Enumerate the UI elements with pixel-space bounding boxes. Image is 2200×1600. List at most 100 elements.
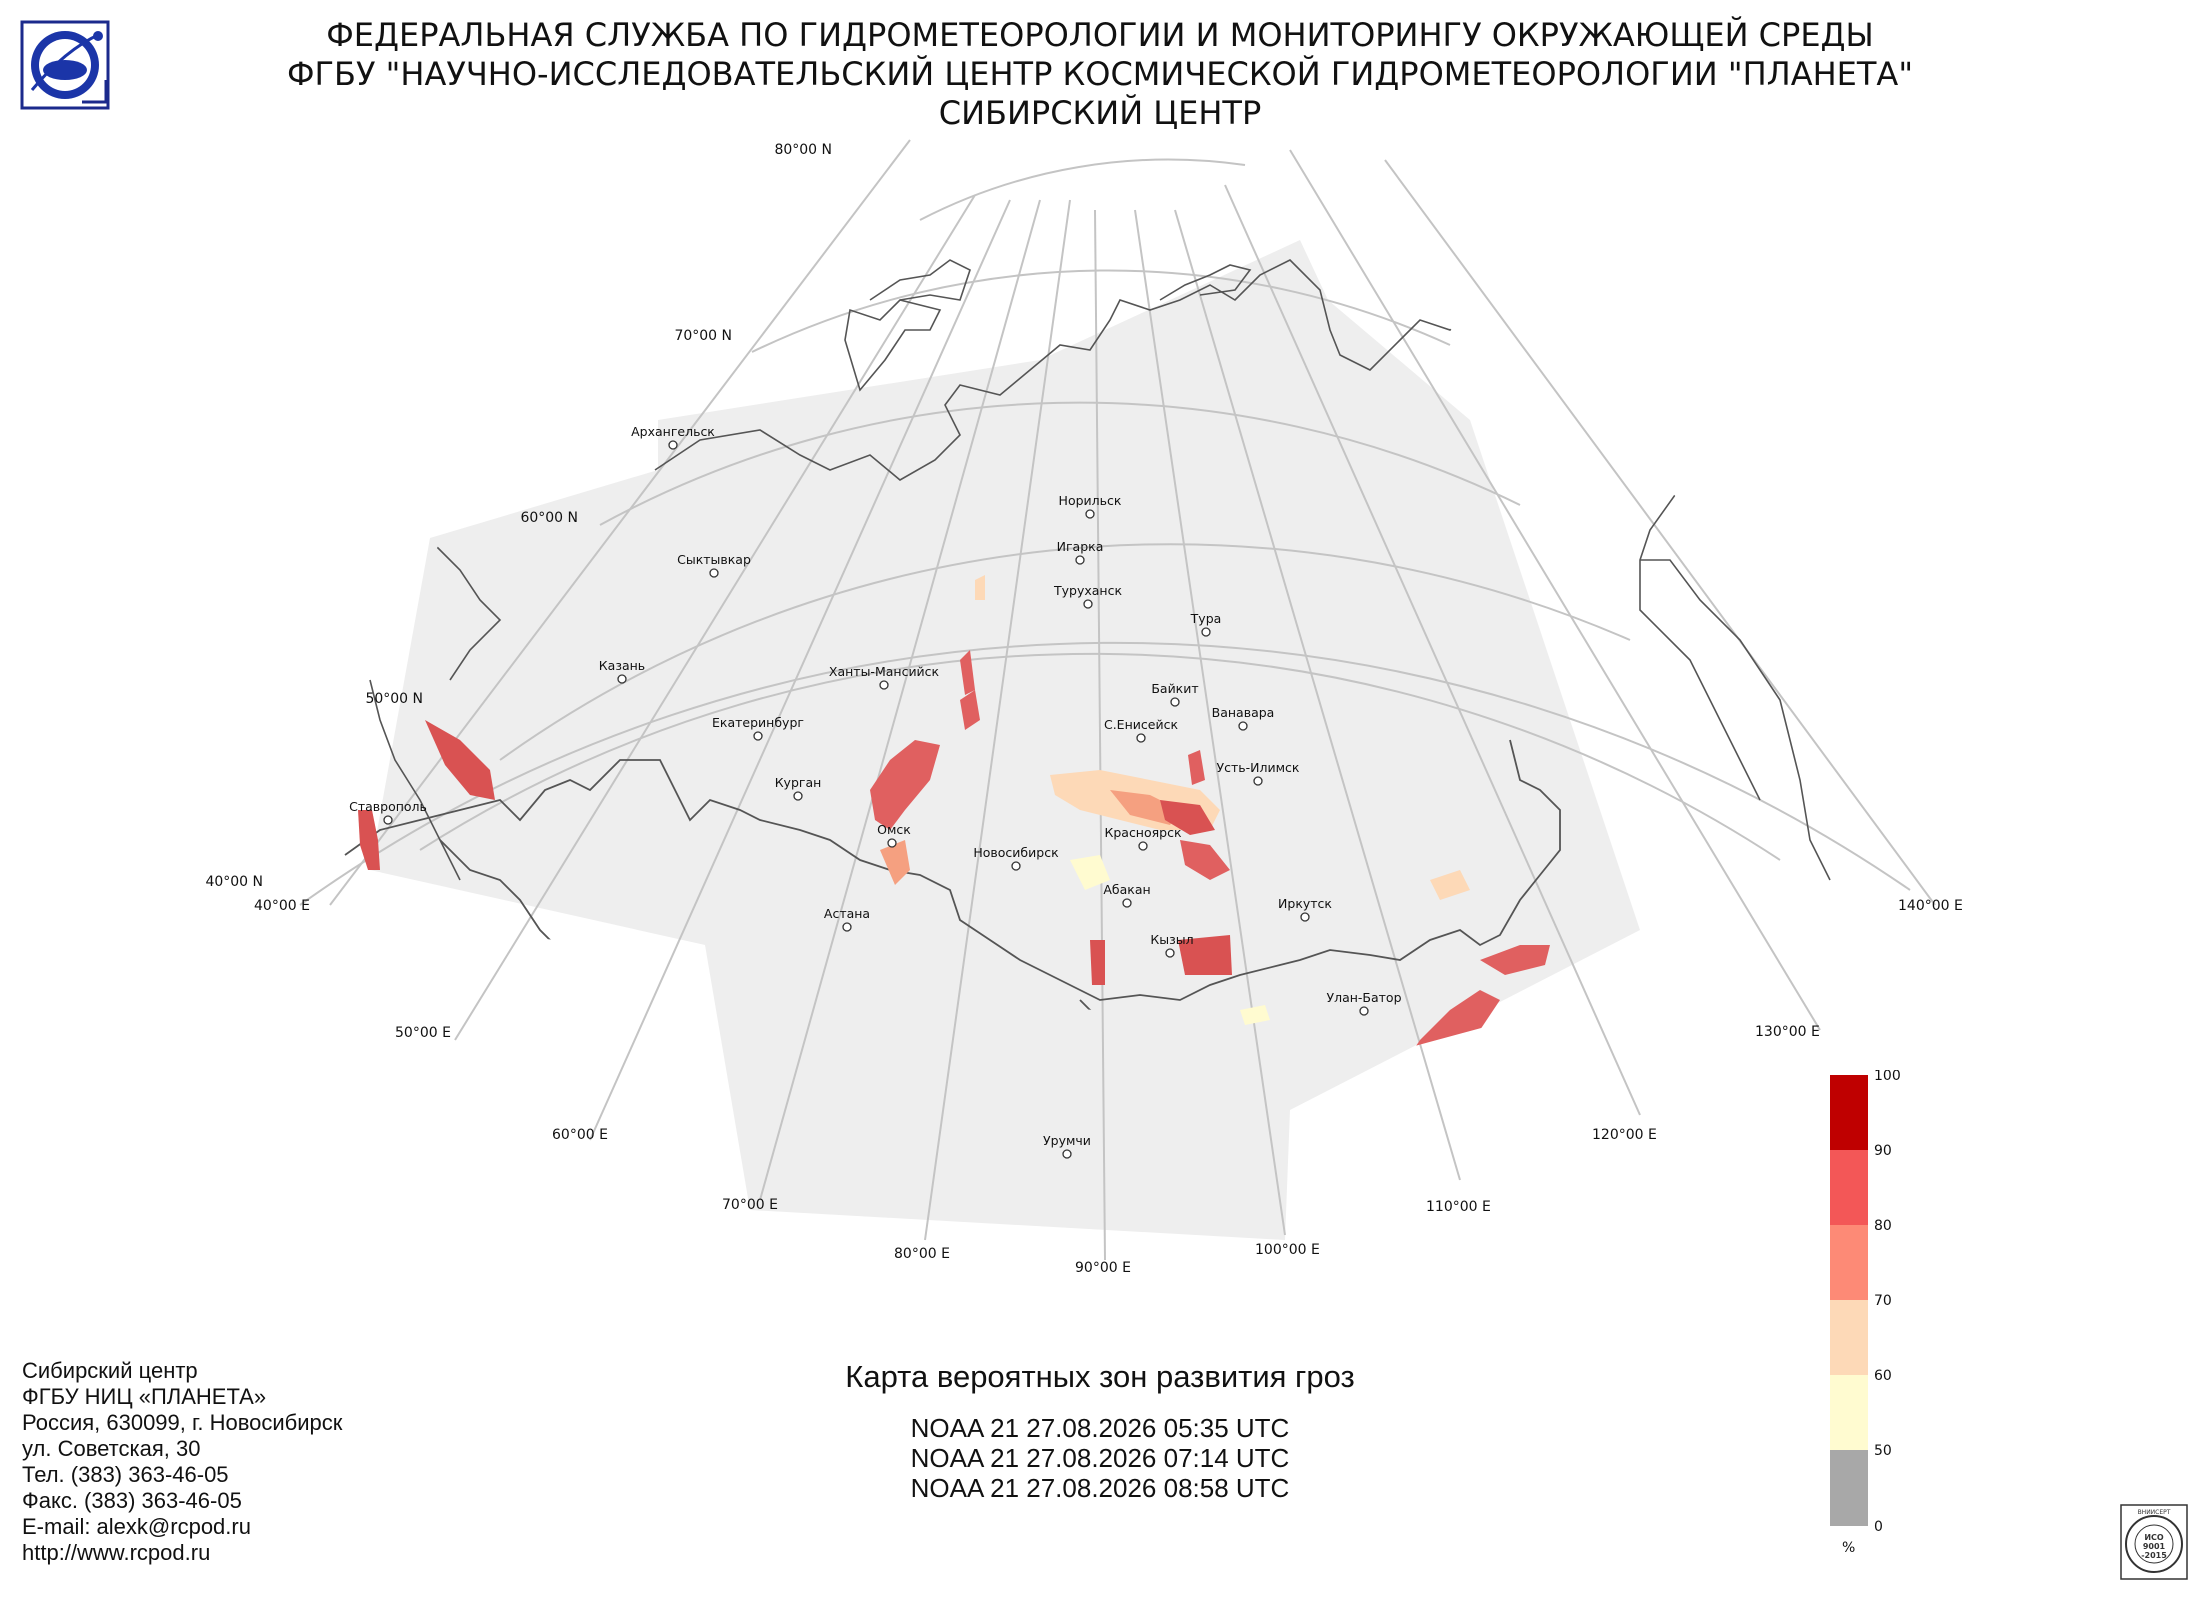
- lat-label: 80°00 N: [774, 142, 832, 158]
- lat-label: 60°00 N: [520, 510, 578, 526]
- contact-email: E-mail: alexk@rcpod.ru: [22, 1514, 251, 1539]
- city-label: Красноярск: [1104, 825, 1181, 840]
- storm-zone: [1178, 935, 1232, 975]
- lon-label: 90°00 E: [1075, 1260, 1131, 1276]
- contact-line: Тел. (383) 363-46-05: [22, 1462, 229, 1487]
- city-label: Абакан: [1103, 882, 1150, 897]
- city-marker: [709, 568, 719, 578]
- city-label: Сыктывкар: [677, 552, 751, 567]
- lat-label: 70°00 N: [674, 328, 732, 344]
- city-label: Иркутск: [1278, 896, 1332, 911]
- city-label: Игарка: [1057, 539, 1104, 554]
- contact-line: ул. Советская, 30: [22, 1436, 201, 1461]
- legend-tick: 50: [1874, 1443, 1892, 1459]
- header-line-2: ФГБУ "НАУЧНО-ИССЛЕДОВАТЕЛЬСКИЙ ЦЕНТР КОС…: [286, 55, 1914, 93]
- city-label: Кызыл: [1150, 932, 1193, 947]
- storm-zone: [1090, 940, 1105, 985]
- city-label: Омск: [877, 822, 911, 837]
- city-marker: [1359, 1006, 1369, 1016]
- header: ФЕДЕРАЛЬНАЯ СЛУЖБА ПО ГИДРОМЕТЕОРОЛОГИИ …: [0, 16, 2200, 133]
- city-marker: [1165, 948, 1175, 958]
- satellite-pass: NOAA 21 27.08.2026 05:35 UTC: [910, 1413, 1290, 1443]
- city-label: Усть-Илимск: [1217, 760, 1300, 775]
- city-marker: [1083, 599, 1093, 609]
- city-label: Астана: [824, 906, 870, 921]
- city-label: Туруханск: [1053, 583, 1122, 598]
- lat-label: 40°00 N: [205, 874, 263, 890]
- legend-tick: 100: [1874, 1070, 1901, 1084]
- city-marker: [1122, 898, 1132, 908]
- city-marker: [879, 680, 889, 690]
- contact-line: Россия, 630099, г. Новосибирск: [22, 1410, 343, 1435]
- contact-line: Сибирский центр: [22, 1358, 198, 1383]
- city-marker: [1075, 555, 1085, 565]
- storm-zone: [960, 650, 975, 695]
- city-marker: [383, 815, 393, 825]
- city-marker: [753, 731, 763, 741]
- city-label: Норильск: [1059, 493, 1122, 508]
- storm-zone: [425, 720, 495, 800]
- city-label: Новосибирск: [973, 845, 1059, 860]
- legend-tick: 60: [1874, 1368, 1892, 1384]
- city-label: Тура: [1190, 611, 1222, 626]
- city-label: С.Енисейск: [1104, 717, 1178, 732]
- city-marker: [1062, 1149, 1072, 1159]
- lon-label: 120°00 E: [1592, 1127, 1657, 1143]
- legend-swatch: [1830, 1450, 1868, 1526]
- legend-swatch: [1830, 1150, 1868, 1225]
- legend-swatch: [1830, 1225, 1868, 1300]
- contact-line: ФГБУ НИЦ «ПЛАНЕТА»: [22, 1384, 267, 1409]
- iso-text: ИСО: [2144, 1533, 2164, 1542]
- header-line-1: ФЕДЕРАЛЬНАЯ СЛУЖБА ПО ГИДРОМЕТЕОРОЛОГИИ …: [326, 16, 1874, 54]
- map-title: Карта вероятных зон развития гроз: [845, 1359, 1355, 1394]
- city-marker: [1138, 841, 1148, 851]
- contact-info: Сибирский центр ФГБУ НИЦ «ПЛАНЕТА» Росси…: [22, 1358, 342, 1566]
- city-label: Урумчи: [1043, 1133, 1091, 1148]
- city-marker: [1238, 721, 1248, 731]
- lon-label: 130°00 E: [1755, 1024, 1820, 1040]
- lon-label: 60°00 E: [552, 1127, 608, 1143]
- satellite-pass: NOAA 21 27.08.2026 07:14 UTC: [910, 1443, 1290, 1473]
- longitude-labels: 40°00 E 50°00 E 60°00 E 70°00 E 80°00 E …: [254, 898, 1963, 1276]
- city-label: Ставрополь: [349, 799, 427, 814]
- city-label: Ванавара: [1212, 705, 1275, 720]
- city-label: Ханты-Мансийск: [829, 664, 940, 679]
- city-marker: [1201, 627, 1211, 637]
- satellite-passes: NOAA 21 27.08.2026 05:35 UTC NOAA 21 27.…: [700, 1413, 1500, 1503]
- planeta-logo: [20, 20, 110, 110]
- storm-zone: [1188, 750, 1205, 785]
- lon-label: 100°00 E: [1255, 1242, 1320, 1258]
- legend-swatch: [1830, 1375, 1868, 1450]
- latitude-labels: 80°00 N 70°00 N 60°00 N 50°00 N 40°00 N: [205, 142, 832, 890]
- contact-website: http://www.rcpod.ru: [22, 1540, 211, 1565]
- city-marker: [668, 440, 678, 450]
- city-marker: [1011, 861, 1021, 871]
- contact-line: Факс. (383) 363-46-05: [22, 1488, 242, 1513]
- city-marker: [1085, 509, 1095, 519]
- city-marker: [887, 838, 897, 848]
- probability-legend: 100 90 80 70 60 50 0 %: [1830, 1070, 1901, 1556]
- city-label: Архангельск: [631, 424, 715, 439]
- header-line-3: СИБИРСКИЙ ЦЕНТР: [938, 94, 1262, 132]
- city-label: Казань: [599, 658, 645, 673]
- lon-label: 50°00 E: [395, 1025, 451, 1041]
- legend-tick: 0: [1874, 1519, 1883, 1535]
- storm-zone: [960, 690, 980, 730]
- legend-swatch: [1830, 1075, 1868, 1150]
- iso-text: -2015: [2141, 1551, 2167, 1560]
- storm-zone: [1240, 1005, 1270, 1025]
- city-marker: [793, 791, 803, 801]
- city-label: Екатеринбург: [712, 715, 804, 730]
- legend-swatch: [1830, 1300, 1868, 1375]
- satellite-pass: NOAA 21 27.08.2026 08:58 UTC: [910, 1473, 1290, 1503]
- storm-zone: [1070, 855, 1110, 890]
- iso-certification-badge: ВНИИСЕРТ ИСО 9001 -2015: [2120, 1504, 2188, 1580]
- lat-label: 50°00 N: [365, 691, 423, 707]
- storm-zone: [1110, 790, 1180, 825]
- storm-zone: [358, 810, 380, 870]
- cities: [383, 440, 1369, 1159]
- storm-zone: [870, 740, 940, 830]
- lon-label: 40°00 E: [254, 898, 310, 914]
- lon-label: 110°00 E: [1426, 1199, 1491, 1215]
- city-marker: [1253, 776, 1263, 786]
